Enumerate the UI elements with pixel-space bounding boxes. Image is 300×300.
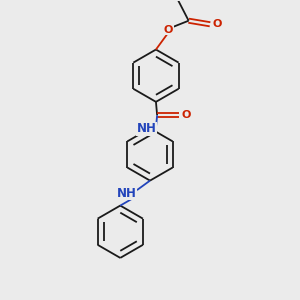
Text: NH: NH: [117, 187, 137, 200]
Text: NH: NH: [136, 122, 156, 135]
Text: O: O: [181, 110, 191, 120]
Text: O: O: [164, 25, 173, 35]
Text: O: O: [213, 19, 222, 29]
